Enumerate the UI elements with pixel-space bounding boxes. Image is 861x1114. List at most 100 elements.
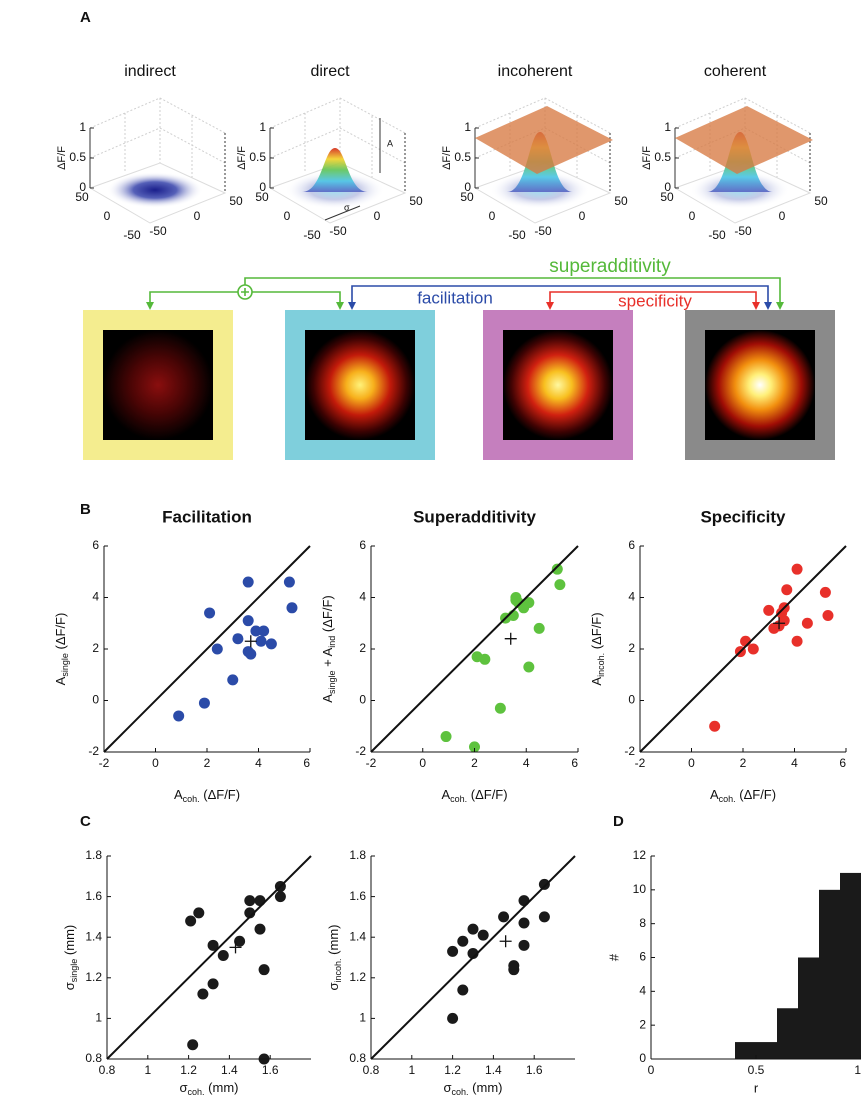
point: [212, 644, 223, 655]
x-tick-label: 0.8: [363, 1063, 380, 1077]
bar: [777, 1008, 798, 1059]
label-subscript: single: [60, 653, 70, 677]
point: [227, 674, 238, 685]
label-text: (mm): [62, 925, 77, 959]
label-text: A: [589, 677, 604, 686]
y-axis-label: σincoh. (mm): [326, 925, 343, 991]
point: [245, 649, 256, 660]
point: [519, 895, 530, 906]
x-tick-label: -50: [508, 228, 526, 242]
point: [479, 654, 490, 665]
y-tick-label: 6: [359, 538, 366, 552]
y-tick-label: 2: [359, 641, 366, 655]
point: [447, 1013, 458, 1024]
label-text: A: [320, 694, 335, 703]
point: [185, 915, 196, 926]
x-tick-label: -2: [99, 756, 110, 770]
point: [802, 618, 813, 629]
y-tick-label: 1.8: [85, 848, 102, 862]
x-axis-label: Acoh. (ΔF/F): [174, 787, 240, 804]
y-axis-label: Asingle + Aind (ΔF/F): [320, 595, 337, 702]
image-coherent: [705, 330, 815, 440]
mean-marker: [505, 633, 517, 645]
panel-label: D: [613, 813, 624, 830]
label-subscript: coh.: [452, 1087, 469, 1097]
panel-label: B: [80, 501, 91, 518]
image-indirect: [103, 330, 213, 440]
identity-line: [371, 856, 575, 1059]
identity-line: [104, 546, 310, 752]
point: [763, 605, 774, 616]
label-text: (mm): [469, 1080, 503, 1095]
x-tick-label: 1.2: [444, 1063, 461, 1077]
y-tick-label: 4: [92, 590, 99, 604]
label-text: (mm): [326, 925, 341, 959]
point: [519, 940, 530, 951]
y-tick-label: 0: [359, 693, 366, 707]
y-tick-label: -50: [329, 224, 347, 238]
x-tick-label: 1.4: [485, 1063, 502, 1077]
label-subscript: ind: [327, 636, 337, 648]
identity-line: [371, 546, 578, 752]
facilitation-arrow: [352, 286, 768, 308]
point: [255, 895, 266, 906]
point: [478, 930, 489, 941]
y-tick-label: 50: [229, 194, 243, 208]
label-subscript: incoh.: [596, 653, 606, 677]
point: [244, 895, 255, 906]
y-tick-label: 4: [628, 590, 635, 604]
point: [255, 924, 266, 935]
x-tick-label: -50: [708, 228, 726, 242]
x-tick-label: -2: [635, 756, 646, 770]
y-tick-label: 0: [92, 693, 99, 707]
point: [208, 978, 219, 989]
x-axis-label: r: [754, 1080, 759, 1095]
point: [519, 917, 530, 928]
point: [258, 625, 269, 636]
point: [820, 587, 831, 598]
y-tick-label: 0: [779, 209, 786, 223]
label-text: (ΔF/F): [589, 612, 604, 652]
point: [781, 584, 792, 595]
x-tick-label: 50: [75, 190, 89, 204]
x-tick-label: 1.6: [262, 1063, 279, 1077]
label-subscript: coh.: [719, 794, 736, 804]
plot-title: coherent: [704, 63, 767, 80]
point: [748, 644, 759, 655]
y-tick-label: 50: [614, 194, 628, 208]
plot-title: indirect: [124, 63, 176, 80]
z-tick-label: 0.5: [454, 150, 471, 164]
y-tick-label: -2: [355, 744, 366, 758]
z-tick-label: 0.5: [654, 150, 671, 164]
superadditivity-arrow: [245, 278, 780, 308]
panel-label: A: [80, 9, 91, 26]
point: [539, 911, 550, 922]
label-subscript: coh.: [188, 1087, 205, 1097]
y-tick-label: 4: [359, 590, 366, 604]
x-tick-label: 0.5: [748, 1063, 765, 1077]
point: [508, 960, 519, 971]
z-axis-label: ΔF/F: [56, 146, 68, 170]
plot-title: direct: [310, 63, 350, 80]
point: [284, 577, 295, 588]
point: [199, 698, 210, 709]
y-tick-label: 10: [633, 882, 647, 896]
specificity-label: specificity: [618, 291, 692, 310]
point: [534, 623, 545, 634]
x-axis-label: Acoh. (ΔF/F): [441, 787, 507, 804]
x-tick-label: 6: [571, 756, 578, 770]
x-tick-label: 0: [419, 756, 426, 770]
x-tick-label: -50: [123, 228, 141, 242]
label-text: σ: [326, 982, 341, 990]
x-tick-label: 0: [152, 756, 159, 770]
bar: [756, 1042, 777, 1059]
y-tick-label: 6: [639, 950, 646, 964]
surface-plot: incoherent00.51ΔF/F-50050-50050: [441, 63, 628, 242]
facilitation-label: facilitation: [417, 288, 493, 307]
point: [232, 633, 243, 644]
superadditivity-label: superadditivity: [549, 256, 671, 277]
y-tick-label: 1.4: [85, 929, 102, 943]
z-tick-label: 1: [79, 120, 86, 134]
chart-title: Specificity: [700, 507, 786, 526]
point: [468, 924, 479, 935]
